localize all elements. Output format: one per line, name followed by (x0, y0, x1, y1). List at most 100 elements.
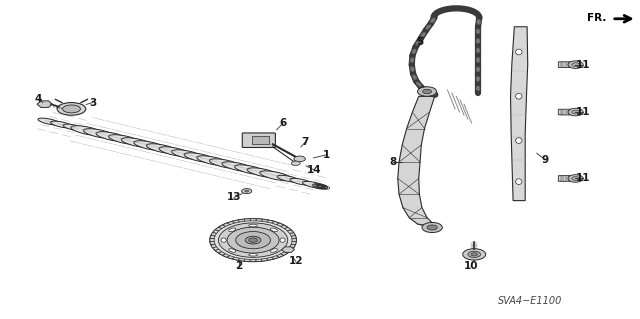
Ellipse shape (83, 129, 116, 138)
FancyBboxPatch shape (252, 137, 269, 145)
Ellipse shape (431, 18, 435, 23)
Circle shape (245, 190, 248, 192)
Ellipse shape (516, 138, 522, 143)
Polygon shape (227, 256, 234, 259)
Ellipse shape (312, 184, 328, 189)
Ellipse shape (172, 150, 204, 160)
Polygon shape (284, 249, 291, 253)
Ellipse shape (247, 168, 279, 178)
Text: 8: 8 (389, 157, 396, 167)
Text: 3: 3 (89, 98, 96, 108)
Ellipse shape (477, 19, 481, 25)
Circle shape (227, 227, 279, 253)
Ellipse shape (228, 228, 236, 232)
Ellipse shape (222, 162, 254, 172)
Circle shape (572, 110, 579, 114)
Ellipse shape (270, 228, 278, 232)
FancyBboxPatch shape (558, 109, 573, 115)
FancyBboxPatch shape (558, 176, 573, 181)
Ellipse shape (121, 138, 154, 148)
Circle shape (568, 175, 583, 182)
Ellipse shape (476, 38, 480, 43)
Polygon shape (210, 241, 215, 245)
Polygon shape (210, 239, 214, 242)
Ellipse shape (412, 49, 416, 54)
Polygon shape (227, 221, 234, 225)
Ellipse shape (209, 159, 241, 169)
Polygon shape (238, 219, 245, 222)
Ellipse shape (38, 118, 60, 125)
Ellipse shape (302, 182, 325, 188)
Ellipse shape (147, 144, 179, 153)
Polygon shape (272, 221, 279, 225)
Ellipse shape (476, 57, 480, 63)
Text: 6: 6 (280, 118, 287, 128)
Circle shape (291, 161, 300, 166)
Ellipse shape (63, 105, 81, 113)
Circle shape (427, 225, 437, 230)
Ellipse shape (134, 141, 166, 151)
Text: 11: 11 (576, 107, 591, 117)
Ellipse shape (421, 88, 428, 92)
Polygon shape (256, 219, 262, 221)
Circle shape (568, 61, 583, 69)
Polygon shape (276, 223, 284, 226)
Ellipse shape (315, 184, 325, 188)
Ellipse shape (427, 92, 436, 95)
Polygon shape (212, 247, 219, 250)
Ellipse shape (476, 67, 480, 72)
Ellipse shape (476, 86, 480, 91)
Circle shape (572, 63, 579, 67)
Ellipse shape (277, 175, 300, 182)
Polygon shape (223, 254, 230, 257)
Ellipse shape (410, 58, 414, 63)
Ellipse shape (260, 171, 292, 181)
Polygon shape (215, 249, 222, 253)
Ellipse shape (63, 124, 86, 131)
Ellipse shape (51, 121, 73, 128)
Text: 4: 4 (35, 94, 42, 104)
Ellipse shape (197, 156, 229, 166)
Ellipse shape (109, 135, 141, 145)
Circle shape (236, 232, 271, 249)
Circle shape (249, 238, 257, 242)
Ellipse shape (249, 254, 257, 256)
Polygon shape (292, 239, 296, 242)
Polygon shape (232, 257, 239, 260)
Ellipse shape (516, 49, 522, 55)
Polygon shape (210, 235, 215, 239)
Text: 11: 11 (576, 60, 591, 70)
Ellipse shape (416, 82, 421, 87)
Polygon shape (256, 259, 262, 262)
Text: 5: 5 (417, 37, 424, 47)
Polygon shape (284, 227, 291, 231)
Polygon shape (244, 259, 250, 262)
Ellipse shape (159, 147, 191, 157)
Text: 13: 13 (227, 192, 241, 203)
Polygon shape (212, 230, 219, 234)
Polygon shape (218, 225, 225, 228)
Polygon shape (291, 241, 296, 245)
Circle shape (218, 223, 288, 257)
Polygon shape (281, 252, 288, 255)
Text: 12: 12 (289, 256, 303, 266)
Polygon shape (281, 225, 288, 228)
Circle shape (417, 87, 436, 96)
Ellipse shape (413, 75, 417, 80)
Polygon shape (37, 101, 52, 108)
Polygon shape (276, 254, 284, 257)
Circle shape (422, 89, 431, 94)
Polygon shape (211, 244, 216, 248)
Ellipse shape (476, 29, 480, 34)
Polygon shape (211, 233, 216, 236)
Circle shape (210, 219, 296, 262)
Circle shape (572, 177, 579, 180)
Circle shape (422, 222, 442, 233)
Polygon shape (397, 96, 440, 226)
Circle shape (242, 189, 252, 194)
Ellipse shape (476, 76, 480, 81)
Polygon shape (250, 259, 256, 262)
FancyBboxPatch shape (558, 62, 573, 68)
Polygon shape (218, 252, 225, 255)
Polygon shape (282, 247, 294, 252)
